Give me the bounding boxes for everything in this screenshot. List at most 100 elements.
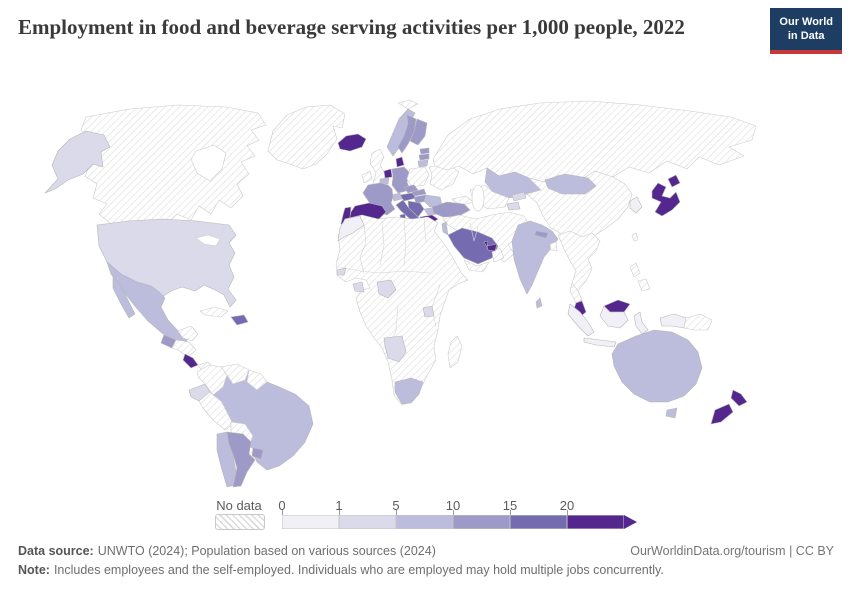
country-netherlands[interactable]	[383, 168, 393, 179]
country-mexico-baja[interactable]	[112, 275, 136, 319]
country-switzerland[interactable]	[391, 192, 403, 202]
country-south-korea[interactable]	[629, 196, 643, 214]
country-france[interactable]	[362, 182, 396, 216]
country-south-africa[interactable]	[394, 377, 424, 405]
country-kyrgyzstan[interactable]	[511, 191, 527, 202]
country-africa-other[interactable]	[335, 214, 469, 406]
country-peru[interactable]	[198, 391, 234, 431]
country-yemen[interactable]	[463, 259, 490, 273]
data-source-label: Data source:	[18, 544, 94, 558]
legend-segment-0-1[interactable]	[282, 515, 339, 529]
legend-tick-label: 1	[335, 498, 343, 513]
country-japan[interactable]	[651, 182, 681, 217]
country-uae[interactable]	[486, 243, 498, 252]
country-tajikistan[interactable]	[506, 201, 521, 211]
country-nz-north[interactable]	[730, 389, 748, 407]
country-mongolia[interactable]	[544, 173, 597, 195]
legend-tick-mark	[567, 510, 568, 515]
country-belize[interactable]	[177, 325, 199, 342]
country-cuba[interactable]	[199, 306, 229, 318]
country-belgium[interactable]	[379, 177, 390, 185]
legend-segment-5-10[interactable]	[396, 515, 453, 529]
hudson-bay	[190, 144, 227, 182]
country-se-asia[interactable]	[557, 230, 601, 292]
country-canada[interactable]	[80, 104, 267, 229]
country-taiwan[interactable]	[631, 232, 639, 242]
legend-no-data-label: No data	[216, 498, 262, 513]
legend-segment-10-15[interactable]	[453, 515, 510, 529]
map-legend: No data 0 1 5 10 15 20	[0, 497, 850, 537]
data-source-text: UNWTO (2024); Population based on variou…	[97, 544, 436, 558]
country-philippines-luzon[interactable]	[629, 262, 641, 278]
country-australia[interactable]	[611, 329, 703, 403]
country-morocco[interactable]	[337, 215, 365, 242]
country-honduras-nicaragua[interactable]	[171, 339, 197, 358]
legend-tick-label: 10	[445, 498, 461, 513]
country-iceland[interactable]	[337, 133, 367, 152]
country-tasmania[interactable]	[665, 407, 678, 419]
legend-segment-20+[interactable]	[567, 515, 624, 529]
country-sri-lanka[interactable]	[535, 297, 543, 309]
world-map-svg	[44, 99, 757, 488]
country-sweden[interactable]	[397, 114, 417, 154]
country-latvia[interactable]	[418, 153, 430, 161]
country-philippines-mindanao[interactable]	[637, 278, 651, 292]
country-svalbard[interactable]	[397, 99, 419, 110]
footer: Data source: UNWTO (2024); Population bas…	[18, 544, 834, 577]
country-nz-south[interactable]	[710, 403, 734, 425]
country-png[interactable]	[683, 313, 713, 331]
country-senegal[interactable]	[336, 267, 347, 276]
country-uganda[interactable]	[422, 305, 435, 318]
great-lakes	[195, 234, 221, 247]
legend-tick-label: 15	[502, 498, 518, 513]
data-source-line: Data source: UNWTO (2024); Population bas…	[18, 544, 436, 558]
owid-logo-line1: Our World	[779, 16, 833, 28]
owid-logo[interactable]: Our World in Data	[770, 8, 842, 54]
country-nepal[interactable]	[534, 230, 549, 239]
country-ivory-coast[interactable]	[352, 281, 365, 293]
country-uruguay[interactable]	[251, 447, 264, 460]
legend-tick-mark	[282, 510, 283, 515]
legend-segment-1-5[interactable]	[339, 515, 396, 529]
legend-tick-label: 20	[559, 498, 575, 513]
country-lithuania[interactable]	[417, 159, 429, 168]
legend-tick-mark	[396, 510, 397, 515]
country-venezuela[interactable]	[220, 363, 250, 385]
country-oman[interactable]	[491, 247, 505, 263]
country-bangladesh[interactable]	[549, 241, 558, 252]
caspian-sea	[471, 184, 485, 212]
country-madagascar[interactable]	[447, 335, 463, 369]
country-alaska[interactable]	[44, 130, 111, 194]
note-label: Note:	[18, 563, 50, 577]
country-thai-peninsula[interactable]	[569, 282, 583, 304]
country-costa-rica[interactable]	[182, 353, 199, 369]
credit-link[interactable]: OurWorldinData.org/tourism | CC BY	[630, 544, 834, 558]
country-indonesia-java[interactable]	[583, 337, 617, 348]
country-indonesia-sumatra[interactable]	[567, 303, 595, 337]
country-finland[interactable]	[409, 118, 428, 146]
country-qatar[interactable]	[483, 240, 489, 248]
country-indonesia-papua[interactable]	[659, 313, 687, 329]
country-japan-hokkaido[interactable]	[667, 174, 681, 188]
country-india[interactable]	[511, 220, 559, 295]
country-dominican-republic[interactable]	[230, 314, 249, 326]
country-estonia[interactable]	[419, 147, 430, 155]
country-indonesia-sulawesi[interactable]	[633, 311, 649, 335]
country-colombia[interactable]	[196, 364, 228, 396]
country-turkey[interactable]	[431, 201, 471, 218]
country-guianas[interactable]	[246, 369, 268, 391]
country-czechia[interactable]	[403, 184, 419, 194]
legend-arrow	[624, 515, 637, 529]
country-poland[interactable]	[406, 166, 430, 188]
country-ireland[interactable]	[361, 170, 373, 184]
country-argentina[interactable]	[226, 431, 256, 488]
legend-no-data-swatch[interactable]	[215, 514, 265, 530]
country-angola[interactable]	[383, 335, 407, 363]
country-denmark[interactable]	[395, 156, 405, 168]
country-russia[interactable]	[432, 100, 757, 183]
country-nigeria[interactable]	[376, 279, 397, 299]
country-greenland[interactable]	[267, 104, 346, 170]
country-indonesia-borneo[interactable]	[599, 305, 629, 329]
owid-logo-line2: in Data	[787, 29, 825, 42]
legend-segment-15-20[interactable]	[510, 515, 567, 529]
